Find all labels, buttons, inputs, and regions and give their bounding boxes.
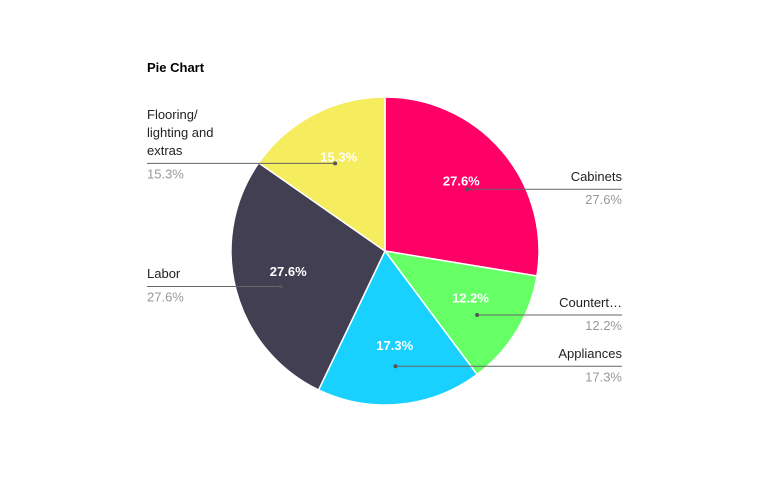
side-value: 27.6% [585,192,622,207]
pie-slice [383,249,538,376]
slice-label: 12.2% [452,290,489,305]
chart-title: Pie Chart [147,60,205,75]
slice-label: 27.6% [443,174,480,189]
pie-slice [257,96,386,253]
pie-slice [230,161,386,391]
side-name: Flooring/ lighting and extras [147,107,214,159]
leader-dot [333,161,338,166]
leader-dot [393,364,398,369]
leader-dot [475,313,480,318]
slice-label: 27.6% [270,264,307,279]
side-value: 12.2% [585,318,622,333]
side-name: Cabinets [570,169,622,185]
leader-dot [278,284,283,289]
leader-dot [465,187,470,192]
side-name: Labor [147,266,181,282]
side-value: 17.3% [585,369,622,384]
slice-label: 15.3% [320,150,357,165]
slice-label: 17.3% [376,338,413,353]
pie-slice [384,96,540,277]
side-name: Appliances [558,346,622,362]
side-value: 27.6% [147,289,184,304]
side-name: Countert… [559,295,622,311]
side-value: 15.3% [147,166,184,181]
